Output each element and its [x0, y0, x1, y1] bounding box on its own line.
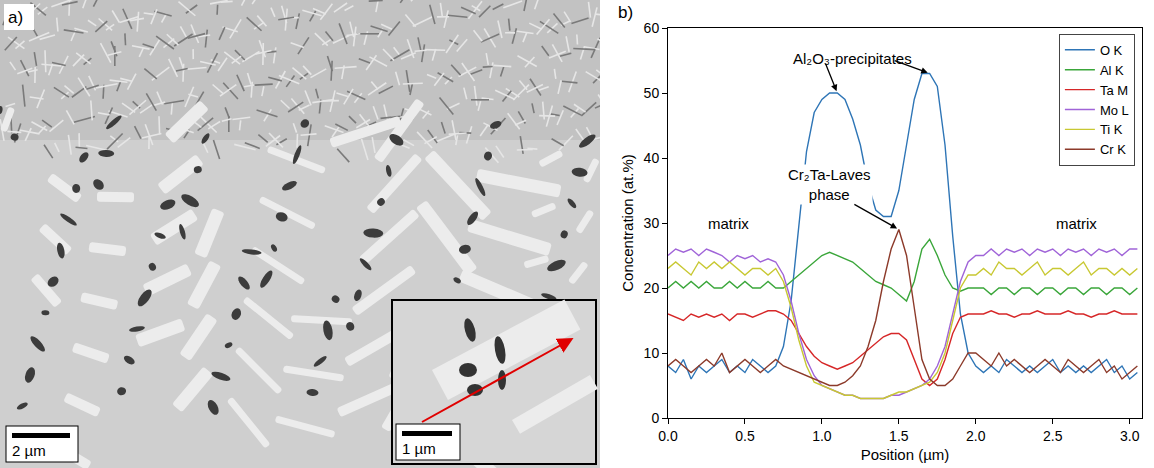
- svg-text:0.5: 0.5: [735, 428, 755, 444]
- svg-text:Ti K: Ti K: [1100, 122, 1123, 137]
- svg-text:0.0: 0.0: [658, 428, 678, 444]
- svg-text:Al K: Al K: [1100, 63, 1124, 78]
- svg-text:matrix: matrix: [1056, 215, 1097, 232]
- svg-text:Concentration (at.%): Concentration (at.%): [619, 154, 636, 292]
- svg-text:Ta M: Ta M: [1100, 83, 1128, 98]
- svg-text:b): b): [618, 3, 633, 22]
- svg-text:Al₂O₃-precipitates: Al₂O₃-precipitates: [793, 50, 912, 67]
- svg-text:matrix: matrix: [708, 215, 749, 232]
- svg-text:50: 50: [644, 85, 660, 101]
- svg-text:a): a): [8, 8, 23, 27]
- svg-text:20: 20: [644, 280, 660, 296]
- svg-text:30: 30: [644, 215, 660, 231]
- svg-text:3.0: 3.0: [1120, 428, 1140, 444]
- svg-text:0: 0: [651, 410, 659, 426]
- svg-text:10: 10: [644, 345, 660, 361]
- svg-text:Cr₂Ta-Lavesphase: Cr₂Ta-Lavesphase: [788, 166, 871, 203]
- svg-text:40: 40: [644, 150, 660, 166]
- svg-text:O K: O K: [1100, 43, 1123, 58]
- svg-text:Mo L: Mo L: [1100, 103, 1129, 118]
- svg-text:2.0: 2.0: [966, 428, 986, 444]
- svg-text:1.0: 1.0: [812, 428, 832, 444]
- svg-text:Cr K: Cr K: [1100, 142, 1126, 157]
- svg-text:1 µm: 1 µm: [402, 440, 436, 457]
- svg-text:60: 60: [644, 20, 660, 36]
- svg-text:2.5: 2.5: [1043, 428, 1063, 444]
- svg-text:1.5: 1.5: [889, 428, 909, 444]
- svg-text:2 µm: 2 µm: [12, 442, 46, 459]
- svg-text:Position (µm): Position (µm): [861, 446, 950, 463]
